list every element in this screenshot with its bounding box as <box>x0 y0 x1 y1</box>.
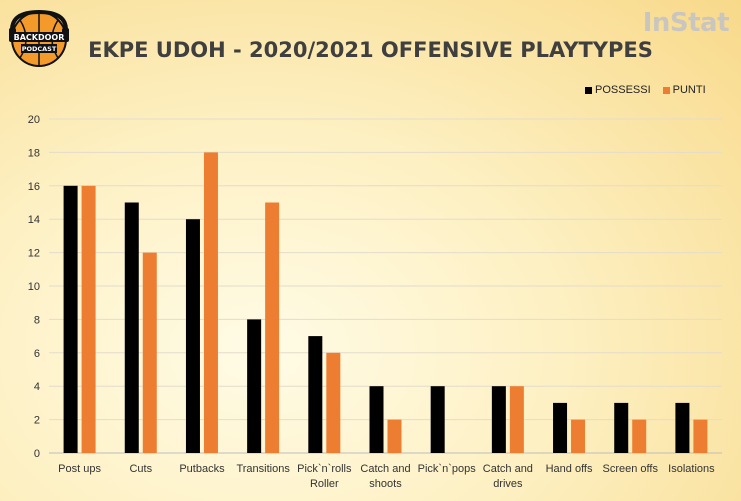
y-tick-label: 20 <box>28 114 40 126</box>
bar-possessi <box>491 386 506 453</box>
bar-possessi <box>369 386 384 453</box>
y-tick-label: 4 <box>34 381 40 393</box>
bar-punti <box>265 202 280 453</box>
x-tick-label: Transitions <box>236 463 290 475</box>
x-tick-label: Screen offs <box>603 463 659 475</box>
bar-possessi <box>185 219 200 453</box>
bar-possessi <box>675 402 690 453</box>
bar-possessi <box>553 402 568 453</box>
y-tick-label: 2 <box>34 415 40 427</box>
y-tick-label: 16 <box>28 181 40 193</box>
bar-punti <box>81 185 96 454</box>
y-tick-label: 8 <box>34 314 40 326</box>
chart-legend: POSSESSI PUNTI <box>585 84 718 96</box>
x-tick-label: Pick`n`rolls Roller <box>297 463 352 490</box>
bar-punti <box>693 419 708 453</box>
bar-possessi <box>430 386 445 453</box>
x-tick-label: Hand offs <box>546 463 593 475</box>
x-tick-label: Pick`n`pops <box>418 463 477 475</box>
bar-possessi <box>124 202 139 453</box>
x-tick-label: Post ups <box>58 463 101 475</box>
y-tick-label: 6 <box>34 348 40 360</box>
brand-watermark: InStat <box>642 8 730 38</box>
bar-possessi <box>247 319 262 453</box>
x-tick-label: Cuts <box>129 463 152 475</box>
y-tick-label: 12 <box>28 248 40 260</box>
x-tick-label: Catch and shoots <box>360 463 410 490</box>
legend-item-possessi: POSSESSI <box>585 84 651 96</box>
y-tick-label: 18 <box>28 147 40 159</box>
bar-punti <box>509 386 524 453</box>
bar-punti <box>387 419 402 453</box>
x-tick-label: Isolations <box>668 463 715 475</box>
bar-punti <box>326 352 341 453</box>
logo-text-top: BACKDOOR <box>14 33 65 42</box>
bar-possessi <box>63 185 78 454</box>
logo-text-bottom: PODCAST <box>22 45 57 53</box>
bar-possessi <box>614 402 629 453</box>
bar-punti <box>632 419 647 453</box>
legend-label-possessi: POSSESSI <box>595 84 651 96</box>
y-tick-label: 14 <box>28 214 40 226</box>
y-tick-label: 0 <box>34 448 40 460</box>
x-tick-label: Putbacks <box>179 463 225 475</box>
y-tick-label: 10 <box>28 281 40 293</box>
legend-item-punti: PUNTI <box>662 84 706 96</box>
bar-possessi <box>308 336 323 453</box>
bar-punti <box>571 419 586 453</box>
legend-swatch-possessi <box>585 86 592 94</box>
legend-swatch-punti <box>662 86 670 94</box>
backdoor-podcast-logo: BACKDOOR PODCAST <box>9 9 69 67</box>
bar-punti <box>203 152 218 453</box>
x-tick-label: Catch and drives <box>483 463 533 490</box>
bar-punti <box>142 252 157 453</box>
chart-title: EKPE UDOH - 2020/2021 OFFENSIVE PLAYTYPE… <box>88 38 653 62</box>
legend-label-punti: PUNTI <box>672 84 706 96</box>
